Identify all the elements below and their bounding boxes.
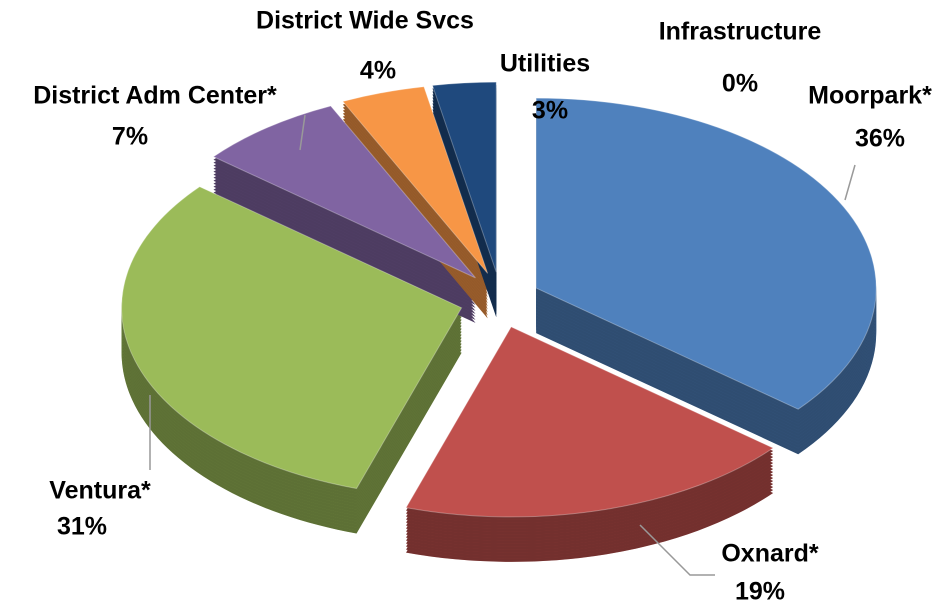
slice: [341, 86, 489, 274]
slice-label: Oxnard*: [721, 540, 819, 568]
slice: [212, 105, 476, 279]
slice-label: Ventura*: [49, 477, 151, 505]
slice-label: District Wide Svcs: [256, 7, 474, 35]
slice-value-label: 31%: [57, 513, 107, 541]
slice-value-label: 0%: [722, 70, 758, 98]
slice-value-label: 36%: [855, 125, 905, 153]
slice-value-label: 19%: [735, 578, 785, 606]
slice: [405, 326, 775, 518]
slice: [431, 81, 497, 273]
slice-label: District Adm Center*: [33, 82, 277, 110]
slice: [535, 97, 877, 410]
leader-line: [639, 524, 715, 576]
slice-label: Infrastructure: [659, 18, 822, 46]
slice-label: Utilities: [500, 50, 590, 78]
slice: [121, 186, 463, 490]
slice-value-label: 7%: [112, 123, 148, 151]
leader-line: [844, 164, 856, 201]
slice-label: Moorpark*: [808, 82, 932, 110]
slice-value-label: 4%: [360, 57, 396, 85]
leader-line: [299, 114, 306, 151]
slice-value-label: 3%: [532, 97, 568, 125]
